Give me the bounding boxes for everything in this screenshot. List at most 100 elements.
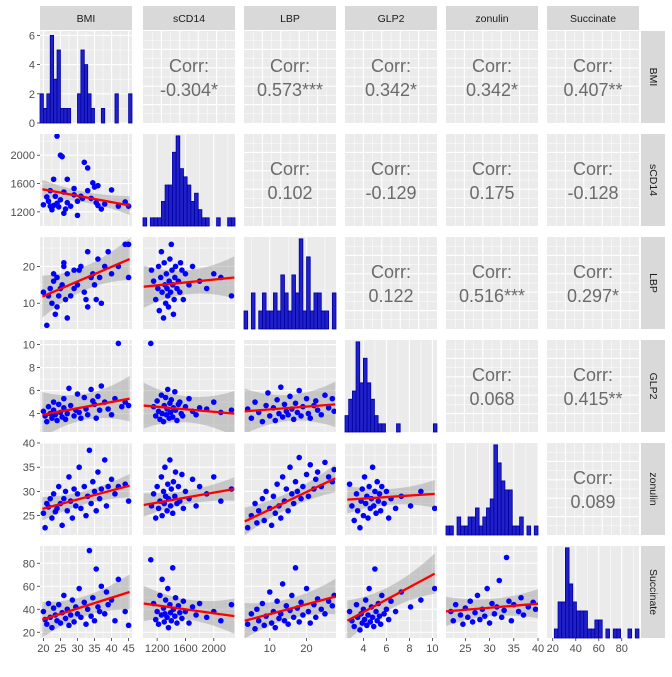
data-point — [174, 620, 180, 626]
data-point — [305, 410, 312, 417]
histogram-bar — [489, 498, 495, 536]
panel-content — [143, 340, 235, 432]
data-point — [59, 522, 65, 529]
data-point — [182, 488, 189, 495]
data-point — [298, 495, 304, 502]
panel-Succinate-zonulin — [446, 546, 539, 638]
panel-content — [143, 241, 235, 321]
data-point — [193, 503, 199, 509]
data-point — [203, 285, 210, 292]
corr-value: 0.175 — [469, 183, 514, 203]
data-point — [90, 180, 96, 186]
x-tick-label-BMI: 20 — [37, 643, 49, 655]
data-point — [161, 619, 168, 625]
data-point — [228, 601, 235, 608]
data-point — [361, 474, 368, 480]
data-point — [101, 611, 108, 617]
data-point — [154, 608, 160, 615]
data-point — [98, 300, 105, 307]
data-point — [160, 418, 167, 425]
y-tick-label-BMI: 6 — [29, 30, 35, 42]
data-point — [351, 517, 358, 524]
data-point — [290, 614, 297, 621]
column-strip-label: BMI — [77, 13, 96, 25]
data-point — [69, 597, 76, 603]
data-point — [385, 515, 392, 521]
data-point — [418, 488, 424, 495]
histogram-bar — [179, 168, 184, 227]
histogram-bar — [186, 184, 192, 227]
histogram-bar — [634, 628, 640, 639]
histogram-bar — [482, 516, 487, 536]
corr-value: 0.407** — [563, 80, 622, 100]
corr-label: Corr: — [371, 159, 411, 179]
data-point — [108, 476, 115, 483]
data-point — [281, 617, 288, 624]
data-point — [366, 483, 372, 490]
data-point — [331, 466, 336, 473]
histogram-bar — [605, 628, 610, 639]
y-tick-label-Succinate: 60 — [23, 581, 35, 593]
histogram-bar — [63, 107, 68, 124]
data-point — [255, 617, 262, 624]
histogram-bar — [114, 93, 119, 124]
data-point — [84, 187, 91, 194]
panel-zonulin-LBP — [244, 442, 336, 535]
histogram-bar — [627, 628, 633, 639]
data-point — [172, 274, 178, 281]
x-tick-label-LBP: 10 — [264, 643, 276, 655]
data-point — [177, 609, 183, 616]
y-tick-label-GLP2: 10 — [23, 340, 35, 352]
data-point — [266, 413, 273, 419]
data-point — [372, 566, 378, 572]
data-point — [383, 488, 390, 495]
data-point — [353, 601, 360, 608]
histogram-bar — [508, 489, 513, 536]
data-point — [155, 621, 162, 627]
y-tick-label-GLP2: 8 — [29, 363, 35, 375]
histogram-bar — [526, 525, 532, 536]
y-tick-label-sCD14: 1200 — [11, 207, 35, 219]
data-point — [66, 385, 72, 392]
data-point — [532, 606, 538, 613]
x-tick-label-zonulin: 30 — [483, 643, 495, 655]
data-point — [164, 585, 171, 592]
histogram-bar — [306, 256, 311, 330]
histogram-bar — [46, 93, 51, 124]
corr-label: Corr: — [270, 159, 310, 179]
data-point — [52, 311, 59, 318]
histogram-bar — [362, 357, 368, 433]
data-point — [101, 201, 108, 207]
panel-content — [244, 454, 336, 535]
data-point — [486, 620, 493, 626]
data-point — [467, 598, 474, 604]
data-point — [383, 606, 390, 613]
histogram-bar — [172, 151, 177, 227]
data-point — [196, 483, 203, 490]
data-point — [373, 608, 379, 615]
data-point — [96, 274, 103, 281]
histogram-bar — [449, 525, 454, 536]
data-point — [69, 515, 76, 521]
data-point — [318, 606, 325, 613]
data-point — [91, 282, 98, 288]
panel-BMI-sCD14: Corr: -0.304* — [143, 31, 235, 123]
data-point — [61, 495, 67, 502]
data-point — [54, 505, 60, 512]
corr-value: 0.122 — [368, 286, 413, 306]
data-point — [147, 340, 154, 347]
data-point — [369, 464, 376, 471]
data-point — [76, 464, 82, 471]
panel-zonulin-GLP2 — [345, 442, 437, 535]
histogram-bar — [460, 525, 465, 536]
data-point — [108, 187, 115, 193]
data-point — [66, 474, 72, 480]
data-point — [167, 256, 173, 262]
y-tick-label-zonulin: 30 — [23, 486, 35, 498]
regression-line — [346, 572, 436, 622]
data-point — [266, 589, 273, 595]
column-strip-label: sCD14 — [173, 13, 205, 25]
data-point — [346, 608, 353, 615]
x-tick-label-Succinate: 40 — [570, 643, 582, 655]
data-point — [418, 597, 424, 603]
